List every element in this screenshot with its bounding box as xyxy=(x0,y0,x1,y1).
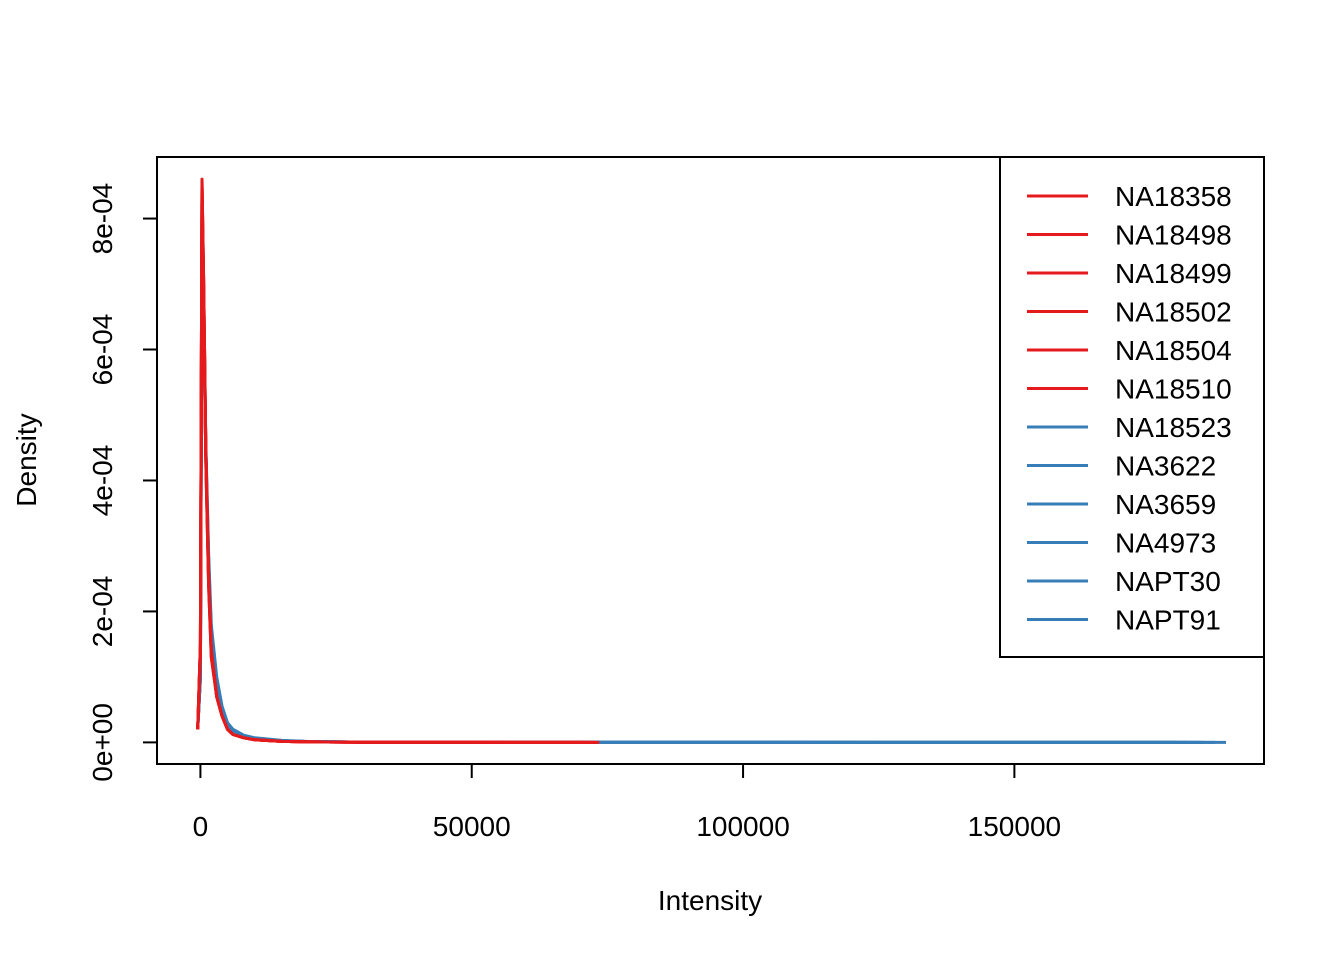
legend-label: NA3659 xyxy=(1115,489,1216,520)
y-tick-label: 6e-04 xyxy=(87,314,118,386)
legend-label: NA18502 xyxy=(1115,297,1232,328)
legend-items: NA18358 NA18498 NA18499 NA18502 NA18504 NA185… xyxy=(1027,181,1232,636)
series-line-na18499 xyxy=(196,190,597,744)
legend-label: NA18358 xyxy=(1115,181,1232,212)
series-line-na18502 xyxy=(196,184,586,744)
x-tick-label: 150000 xyxy=(968,811,1061,842)
legend-label: NAPT30 xyxy=(1115,566,1221,597)
x-axis: 0 50000 100000 150000 xyxy=(193,763,1061,842)
legend-label: NA18523 xyxy=(1115,412,1232,443)
legend: NA18358 NA18498 NA18499 NA18502 NA18504 NA185… xyxy=(999,156,1265,658)
y-tick-label: 2e-04 xyxy=(87,576,118,648)
x-tick-label: 50000 xyxy=(433,811,511,842)
y-axis: 0e+00 2e-04 4e-04 6e-04 8e-04 xyxy=(87,183,158,782)
y-tick-label: 0e+00 xyxy=(87,703,118,782)
legend-label: NA3622 xyxy=(1115,451,1216,482)
x-tick-label: 100000 xyxy=(696,811,789,842)
legend-label: NA18504 xyxy=(1115,335,1232,366)
series-line-na18498 xyxy=(196,184,581,744)
legend-label: NA18498 xyxy=(1115,220,1232,251)
series-line-na18510 xyxy=(196,177,600,744)
x-tick-label: 0 xyxy=(193,811,209,842)
legend-box xyxy=(999,156,1265,658)
series-line-na18504 xyxy=(196,197,594,744)
y-axis-title: Density xyxy=(11,413,42,506)
legend-label: NA18499 xyxy=(1115,258,1232,289)
legend-label: NA4973 xyxy=(1115,528,1216,559)
y-tick-label: 4e-04 xyxy=(87,445,118,517)
y-tick-label: 8e-04 xyxy=(87,183,118,255)
legend-label: NA18510 xyxy=(1115,374,1232,405)
series-lines xyxy=(196,177,1226,744)
x-axis-title: Intensity xyxy=(658,885,762,916)
series-line-na18358 xyxy=(196,177,592,744)
legend-label: NAPT91 xyxy=(1115,605,1221,636)
